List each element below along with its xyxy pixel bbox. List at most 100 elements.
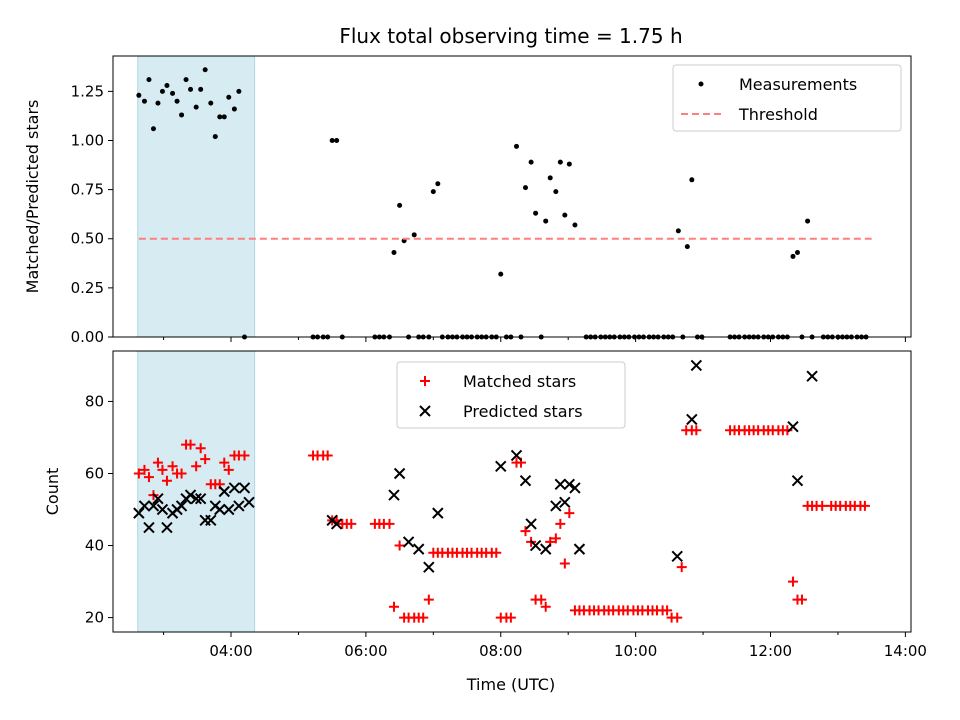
data-point [817, 500, 828, 511]
series-predicted-stars [133, 359, 818, 573]
data-point [185, 439, 196, 450]
data-point [167, 461, 178, 472]
y-tick-label: 1.00 [71, 131, 104, 149]
data-point [393, 467, 406, 480]
axes-frame [112, 350, 912, 633]
count-panel: 20 40 60 80 04:00 06:00 08:00 10:00 12:00 14:00 Co… [43, 350, 927, 660]
data-point [689, 177, 695, 183]
legend: Matched stars Predicted stars [396, 361, 626, 429]
data-point [559, 558, 570, 569]
data-point [554, 478, 567, 491]
data-point [179, 112, 185, 118]
data-point [540, 543, 552, 555]
data-point [423, 594, 434, 605]
data-point [226, 94, 232, 100]
y-tick-label: 60 [85, 464, 104, 482]
data-point [564, 508, 575, 519]
data-point [152, 492, 164, 505]
data-point [243, 496, 255, 509]
data-point [236, 88, 242, 94]
data-point [569, 482, 581, 494]
data-point [522, 185, 528, 191]
data-point [231, 106, 237, 112]
x-tick-label: 06:00 [344, 642, 387, 660]
data-point [170, 90, 176, 96]
data-point [402, 536, 415, 548]
y-axis-label: Matched/Predicted stars [23, 100, 42, 294]
data-point [143, 472, 154, 483]
data-point [214, 503, 226, 516]
y-tick-label: 0.25 [71, 279, 104, 297]
data-point [662, 605, 673, 616]
data-point [672, 612, 683, 623]
data-point [184, 489, 197, 501]
data-point [547, 175, 553, 181]
y-tick-label: 80 [85, 392, 104, 410]
data-point [859, 500, 870, 511]
data-point [190, 492, 202, 505]
data-point [423, 561, 435, 573]
y-tick-label: 20 [85, 609, 104, 627]
data-point [223, 503, 235, 516]
data-point [139, 464, 150, 475]
data-point [219, 457, 230, 468]
data-point [505, 612, 516, 623]
data-point [202, 67, 208, 73]
x-tick-label: 12:00 [749, 642, 792, 660]
data-point [238, 482, 251, 494]
data-point [533, 210, 539, 216]
data-point [528, 159, 534, 165]
data-point [147, 500, 160, 512]
data-point [200, 454, 211, 465]
legend-dot-swatch [698, 81, 704, 87]
y-tick-label: 1.25 [71, 82, 104, 100]
data-point [136, 92, 142, 98]
x-tick-label: 04:00 [209, 642, 252, 660]
data-point [138, 500, 151, 512]
data-point [322, 450, 333, 461]
data-point [174, 98, 180, 104]
data-point [188, 86, 194, 92]
legend: Measurements Threshold [672, 64, 902, 132]
y-tick-label: 0.00 [71, 328, 104, 346]
data-point [525, 518, 537, 530]
data-point [796, 594, 807, 605]
data-point [562, 212, 568, 218]
data-point [691, 425, 702, 436]
data-point [790, 253, 796, 259]
data-point [218, 485, 230, 498]
data-point [686, 413, 698, 426]
data-point [150, 126, 156, 132]
data-point [684, 244, 690, 250]
data-point [787, 420, 799, 433]
data-point [141, 98, 147, 104]
data-point [555, 518, 566, 529]
data-point [175, 500, 188, 512]
data-point [329, 137, 335, 143]
series-matched-stars [133, 425, 870, 623]
data-point [194, 492, 207, 505]
data-point [495, 460, 507, 472]
data-point [671, 550, 683, 563]
data-point [805, 218, 811, 224]
data-point [384, 518, 395, 529]
data-point [690, 359, 703, 372]
data-point [208, 100, 214, 106]
data-point [239, 450, 250, 461]
data-point [176, 468, 187, 479]
data-point [198, 86, 204, 92]
legend-x-swatch [419, 405, 431, 417]
legend-box [672, 64, 902, 132]
data-point [391, 250, 397, 256]
data-point [435, 181, 441, 187]
x-tick-label: 10:00 [614, 642, 657, 660]
data-point [498, 271, 504, 277]
data-point [563, 478, 576, 491]
data-point [146, 77, 152, 83]
data-point [519, 474, 532, 487]
data-point [183, 77, 189, 83]
data-point [510, 449, 523, 462]
data-point [675, 228, 681, 234]
data-point [432, 507, 444, 519]
data-point [557, 159, 563, 165]
